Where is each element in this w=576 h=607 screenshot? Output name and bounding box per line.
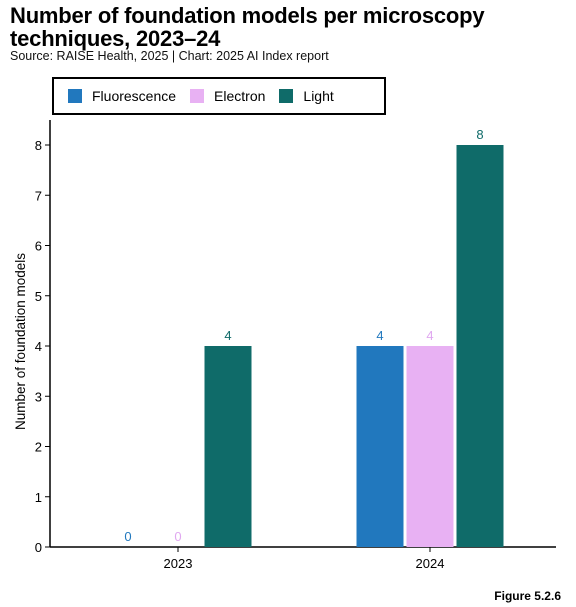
x-tick-label: 2023: [164, 556, 193, 571]
y-tick-label: 7: [35, 188, 42, 203]
legend-swatch-fluorescence: [68, 89, 82, 103]
legend: Fluorescence Electron Light: [52, 77, 386, 115]
data-label-light-2024: 8: [476, 127, 483, 142]
legend-label-electron: Electron: [214, 88, 266, 104]
y-tick-label: 6: [35, 239, 42, 254]
y-tick-label: 2: [35, 440, 42, 455]
x-tick-label: 2024: [416, 556, 445, 571]
data-label-fluorescence-2024: 4: [376, 328, 383, 343]
bar-fluorescence-2024: [356, 346, 404, 547]
bar-light-2023: [204, 346, 252, 547]
bar-light-2024: [456, 145, 504, 547]
legend-item-fluorescence: Fluorescence: [68, 88, 176, 104]
legend-label-light: Light: [303, 88, 334, 104]
y-tick-label: 3: [35, 389, 42, 404]
data-label-electron-2024: 4: [426, 328, 433, 343]
data-label-light-2023: 4: [224, 328, 231, 343]
y-tick-label: 0: [35, 540, 42, 555]
legend-item-electron: Electron: [190, 88, 265, 104]
figure-label: Figure 5.2.6: [494, 589, 561, 603]
y-axis-title: Number of foundation models: [13, 253, 28, 430]
chart-title: Number of foundation models per microsco…: [10, 3, 485, 51]
legend-item-light: Light: [279, 88, 334, 104]
y-tick-label: 5: [35, 289, 42, 304]
legend-swatch-electron: [190, 89, 205, 103]
data-label-fluorescence-2023: 0: [124, 529, 131, 544]
bar-electron-2024: [406, 346, 454, 547]
legend-label-fluorescence: Fluorescence: [92, 88, 177, 104]
y-tick-label: 4: [35, 339, 42, 354]
data-label-electron-2023: 0: [174, 529, 181, 544]
y-tick-label: 1: [35, 490, 42, 505]
y-tick-label: 8: [35, 138, 42, 153]
chart-subtitle: Source: RAISE Health, 2025 | Chart: 2025…: [10, 49, 329, 63]
legend-swatch-light: [279, 89, 294, 103]
